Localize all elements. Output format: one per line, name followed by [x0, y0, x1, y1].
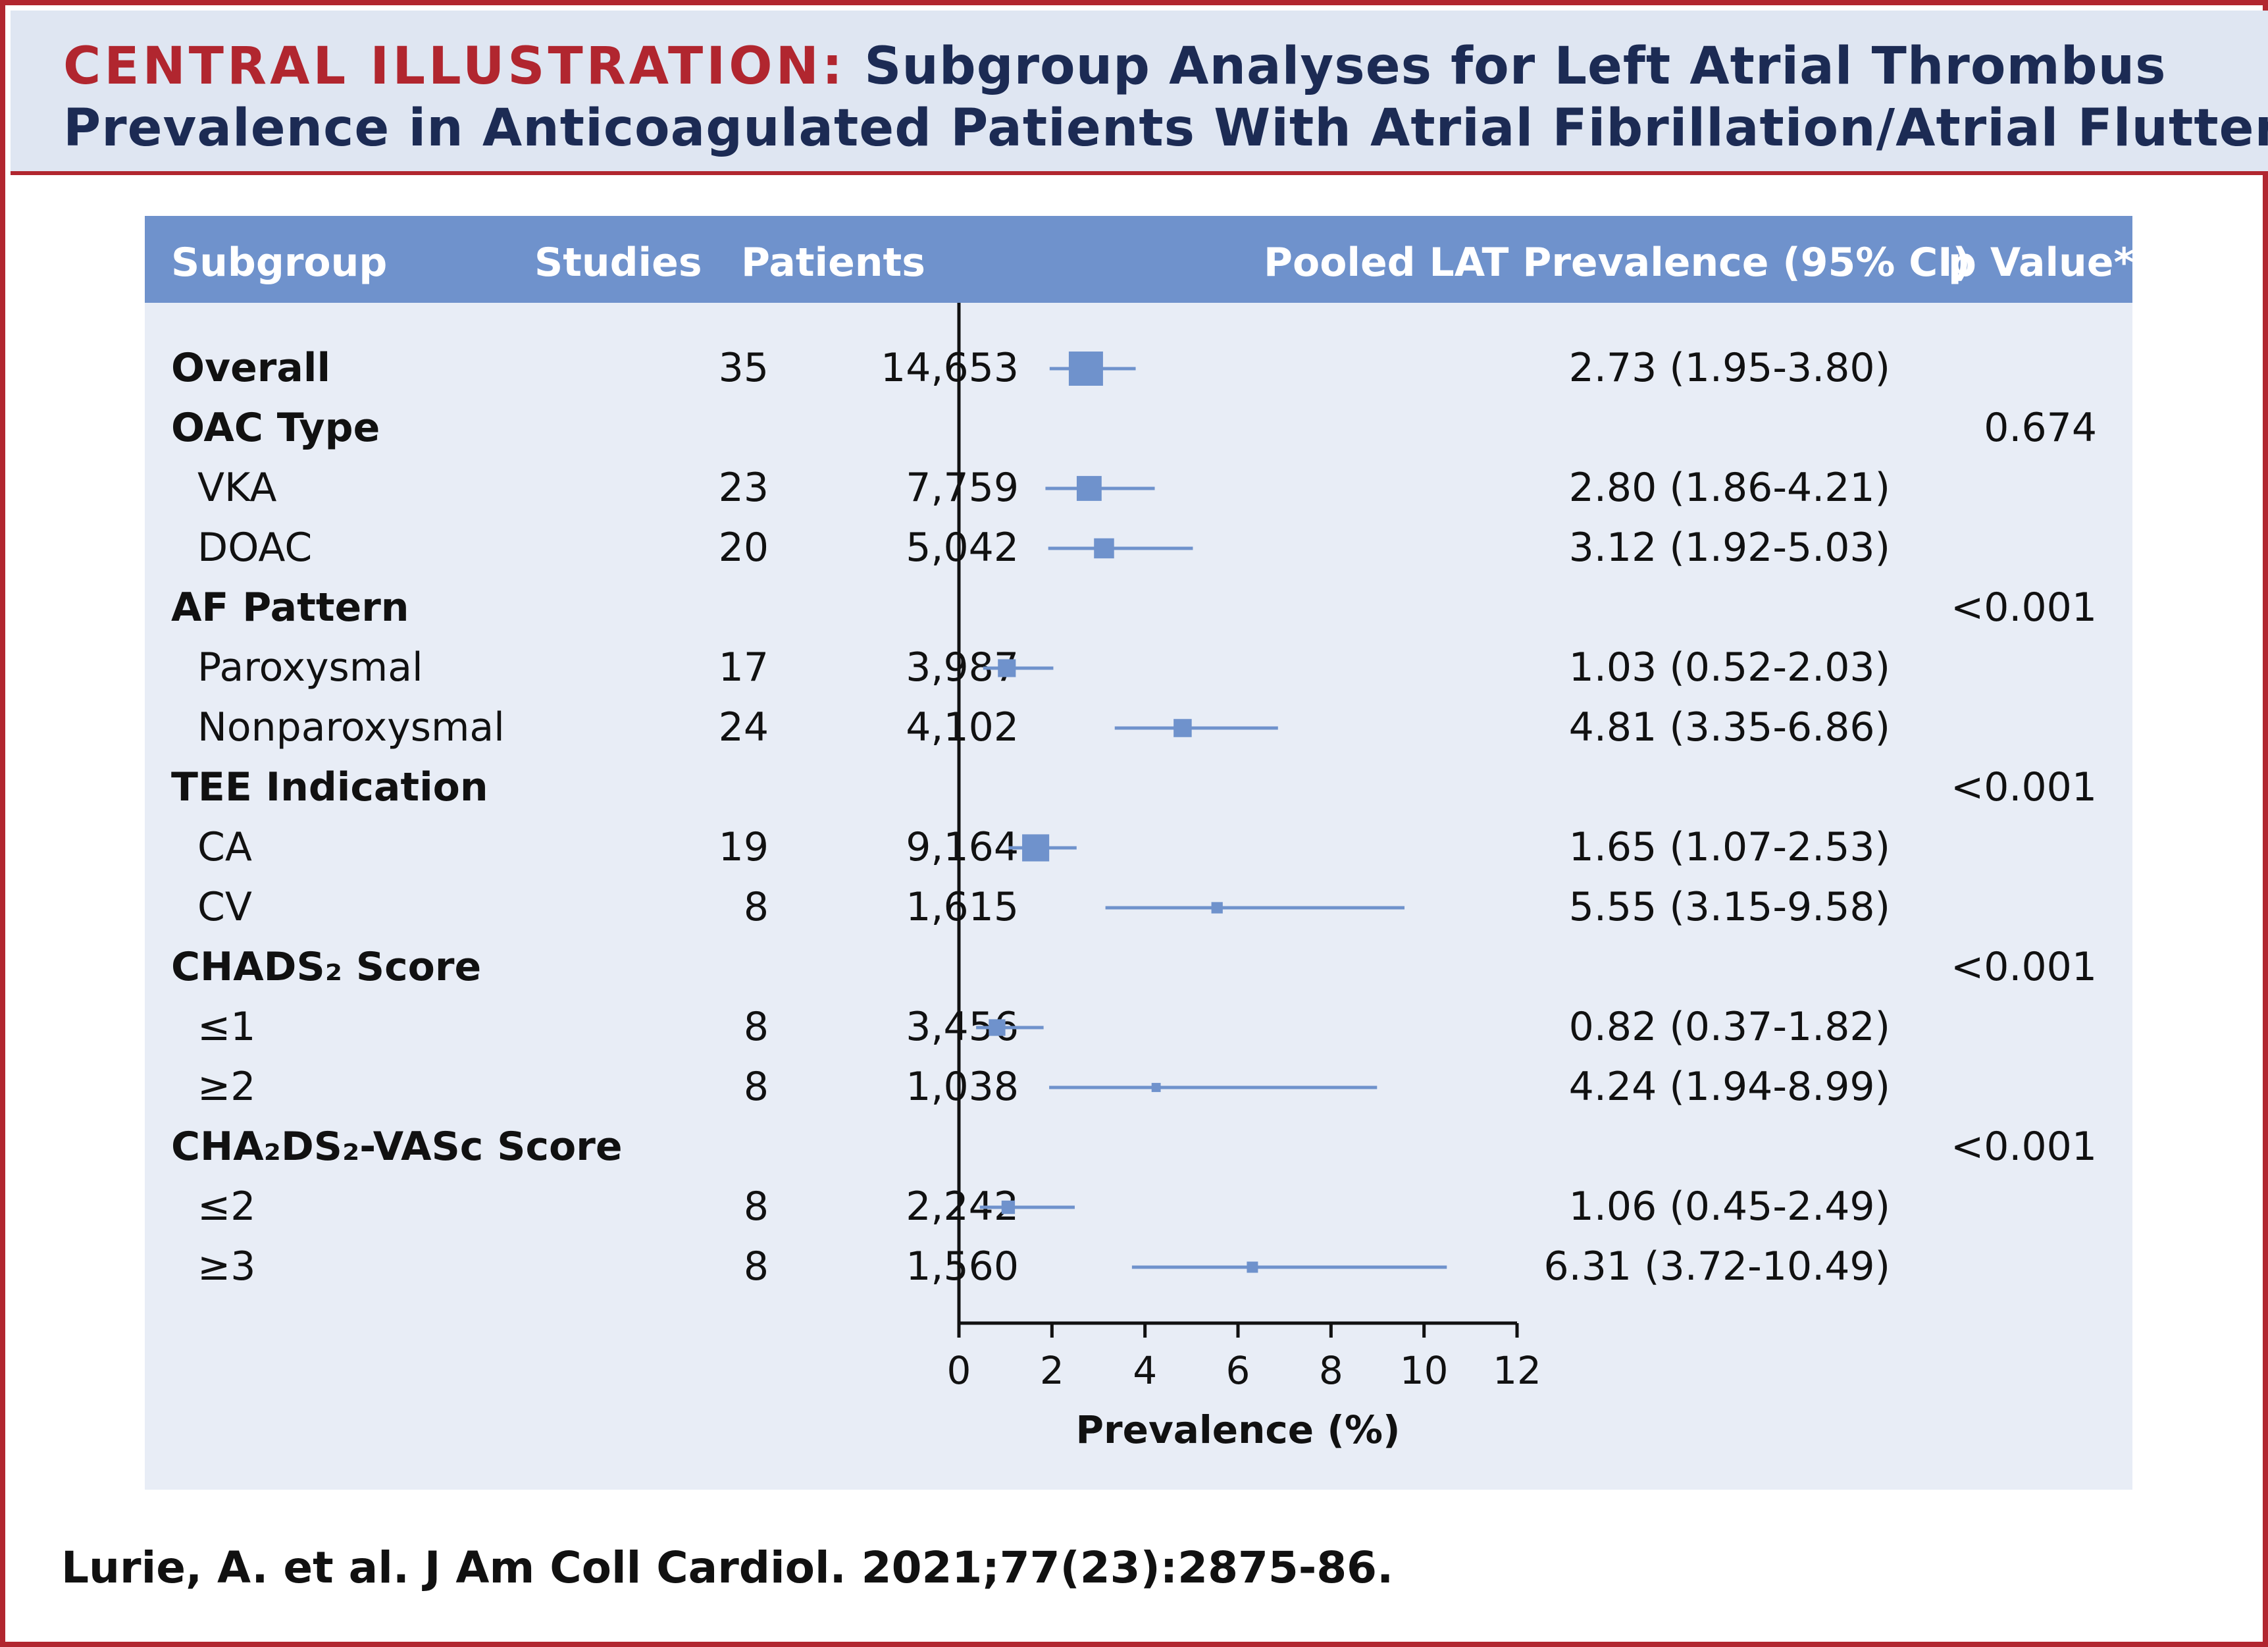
table-row: CV 8 1,615 5.55 (3.15-9.58) [145, 877, 2132, 938]
header-studies: Studies [534, 240, 702, 286]
row-patients: 9,164 [906, 824, 1019, 870]
row-label: ≤1 [197, 1004, 256, 1050]
x-tick-label: 12 [1493, 1348, 1541, 1393]
header-subgroup: Subgroup [171, 240, 388, 286]
row-label: CHA₂DS₂-VASc Score [171, 1124, 623, 1170]
point-estimate-marker [1022, 834, 1050, 862]
row-prevalence-text: 6.31 (3.72-10.49) [1543, 1243, 1891, 1290]
header-pvalue: p Value* [1948, 240, 2134, 286]
row-patients: 1,038 [906, 1064, 1019, 1110]
row-prevalence-text: 1.03 (0.52-2.03) [1568, 644, 1890, 691]
row-label: CV [197, 884, 252, 930]
table-row: Overall 35 14,653 2.73 (1.95-3.80) [145, 338, 2132, 399]
table-row: CHA₂DS₂-VASc Score <0.001 [145, 1117, 2132, 1178]
row-prevalence-text: 5.55 (3.15-9.58) [1568, 884, 1890, 930]
forest-plot-panel: Subgroup Studies Patients Pooled LAT Pre… [145, 216, 2134, 1490]
point-estimate-marker [989, 1019, 1006, 1036]
title-text-1: Subgroup Analyses for Left Atrial Thromb… [864, 37, 2167, 96]
citation: Lurie, A. et al. J Am Coll Cardiol. 2021… [61, 1542, 1394, 1593]
row-prevalence-text: 3.12 (1.92-5.03) [1568, 525, 1890, 571]
point-estimate-marker [1151, 1083, 1161, 1092]
x-tick-label: 0 [947, 1348, 971, 1393]
row-pvalue: <0.001 [1950, 944, 2097, 990]
row-studies: 8 [743, 1243, 769, 1290]
row-prevalence-text: 4.24 (1.94-8.99) [1568, 1064, 1890, 1110]
row-prevalence-text: 2.73 (1.95-3.80) [1568, 345, 1890, 391]
row-studies: 8 [743, 1064, 769, 1110]
row-label: ≤2 [197, 1184, 256, 1230]
row-studies: 8 [743, 1184, 769, 1230]
row-studies: 19 [718, 824, 769, 870]
row-label: ≥2 [197, 1064, 256, 1110]
point-estimate-marker [1094, 538, 1114, 559]
table-row: CA 19 9,164 1.65 (1.07-2.53) [145, 818, 2132, 878]
row-studies: 20 [718, 525, 769, 571]
table-row: ≥2 8 1,038 4.24 (1.94-8.99) [145, 1057, 2132, 1118]
point-estimate-marker [1001, 1200, 1016, 1215]
table-row: ≥3 8 1,560 6.31 (3.72-10.49) [145, 1237, 2132, 1297]
table-row: DOAC 20 5,042 3.12 (1.92-5.03) [145, 518, 2132, 579]
title-label: CENTRAL ILLUSTRATION: [63, 37, 846, 96]
row-label: Overall [171, 345, 331, 391]
point-estimate-marker [1247, 1261, 1258, 1273]
row-patients: 1,615 [906, 884, 1019, 930]
row-pvalue: <0.001 [1950, 764, 2097, 810]
row-prevalence-text: 1.06 (0.45-2.49) [1568, 1184, 1890, 1230]
table-row: CHADS₂ Score <0.001 [145, 937, 2132, 998]
header-prevalence: Pooled LAT Prevalence (95% CI) [1264, 240, 1971, 286]
row-studies: 35 [718, 345, 769, 391]
row-label: VKA [197, 465, 277, 511]
row-prevalence-text: 2.80 (1.86-4.21) [1568, 465, 1890, 511]
table-header: Subgroup Studies Patients Pooled LAT Pre… [145, 216, 2134, 303]
row-studies: 23 [718, 465, 769, 511]
row-label: TEE Indication [171, 764, 488, 810]
forest-plot: 0 2 4 6 8 10 12 Prevalence (%) [947, 303, 1541, 1452]
row-patients: 4,102 [906, 704, 1019, 750]
row-patients: 7,759 [906, 465, 1019, 511]
table-row: Nonparoxysmal 24 4,102 4.81 (3.35-6.86) [145, 698, 2132, 758]
figure-title-line-1: CENTRAL ILLUSTRATION: Subgroup Analyses … [63, 37, 2167, 96]
row-label: OAC Type [171, 405, 380, 451]
point-estimate-marker [1076, 476, 1102, 501]
point-estimate-marker [998, 659, 1016, 677]
table-row: TEE Indication <0.001 [145, 758, 2132, 818]
x-tick-label: 10 [1400, 1348, 1449, 1393]
x-axis-label: Prevalence (%) [1076, 1407, 1401, 1452]
row-label: AF Pattern [171, 585, 409, 631]
x-tick-label: 6 [1226, 1348, 1250, 1393]
row-label: Paroxysmal [197, 644, 423, 691]
row-prevalence-text: 1.65 (1.07-2.53) [1568, 824, 1890, 870]
x-tick-label: 2 [1040, 1348, 1064, 1393]
title-banner: CENTRAL ILLUSTRATION: Subgroup Analyses … [11, 11, 2268, 175]
row-prevalence-text: 0.82 (0.37-1.82) [1568, 1004, 1890, 1050]
row-patients: 14,653 [881, 345, 1019, 391]
row-studies: 17 [718, 644, 769, 691]
x-tick-label: 4 [1133, 1348, 1157, 1393]
figure-title-line-2: Prevalence in Anticoagulated Patients Wi… [63, 99, 2268, 158]
point-estimate-marker [1173, 719, 1192, 737]
point-estimate-marker [1211, 902, 1223, 914]
point-estimate-marker [1068, 352, 1103, 386]
row-label: CHADS₂ Score [171, 944, 482, 990]
row-studies: 8 [743, 884, 769, 930]
row-prevalence-text: 4.81 (3.35-6.86) [1568, 704, 1890, 750]
row-studies: 24 [718, 704, 769, 750]
table-row: AF Pattern <0.001 [145, 578, 2132, 639]
table-row: VKA 23 7,759 2.80 (1.86-4.21) [145, 458, 2132, 519]
row-label: ≥3 [197, 1243, 256, 1290]
row-pvalue: <0.001 [1950, 585, 2097, 631]
row-pvalue: <0.001 [1950, 1124, 2097, 1170]
row-studies: 8 [743, 1004, 769, 1050]
header-patients: Patients [741, 240, 925, 286]
table-row: OAC Type 0.674 [145, 398, 2132, 459]
row-pvalue: 0.674 [1984, 405, 2097, 451]
x-tick-label: 8 [1319, 1348, 1343, 1393]
row-label: DOAC [197, 525, 313, 571]
row-label: CA [197, 824, 252, 870]
row-patients: 1,560 [906, 1243, 1019, 1290]
row-patients: 5,042 [906, 525, 1019, 571]
row-label: Nonparoxysmal [197, 704, 505, 750]
